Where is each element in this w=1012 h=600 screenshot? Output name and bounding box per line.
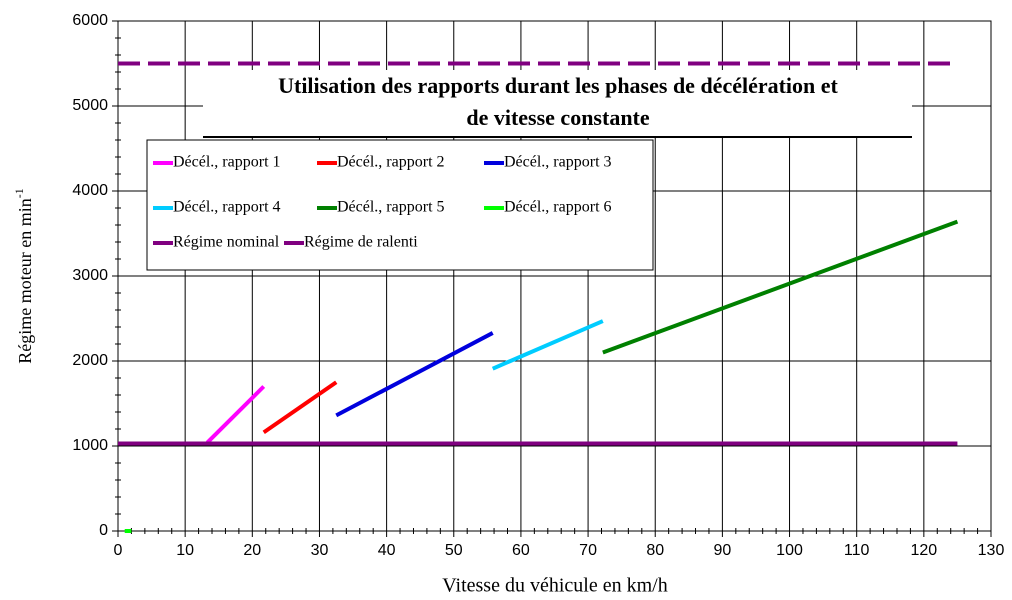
series-line: [602, 219, 959, 355]
chart-title: Utilisation des rapports durant les phas…: [278, 73, 838, 98]
x-tick-label: 80: [646, 542, 664, 559]
x-tick-label: 50: [445, 542, 463, 559]
x-tick-label: 0: [114, 542, 123, 559]
y-axis-label-main: Régime moteur en min: [15, 198, 35, 363]
y-axis-label-sup: -1: [12, 188, 26, 198]
x-tick-label: 60: [512, 542, 530, 559]
y-axis-label: Régime moteur en min-1: [12, 188, 35, 363]
x-tick-label: 30: [311, 542, 329, 559]
x-tick-label: 90: [713, 542, 731, 559]
legend-box: [146, 139, 654, 271]
y-tick-label: 0: [99, 522, 108, 539]
x-tick-label: 10: [176, 542, 194, 559]
x-tick-label: 20: [243, 542, 261, 559]
legend-label: Décél., rapport 5: [337, 199, 445, 216]
x-tick-label: 110: [844, 542, 870, 559]
y-tick-label: 3000: [72, 267, 108, 284]
series-line: [335, 331, 494, 418]
y-tick-label: 6000: [72, 12, 108, 29]
series-line: [262, 380, 338, 435]
y-tick-label: 1000: [72, 437, 108, 454]
x-tick-label: 120: [910, 542, 937, 559]
x-tick-label: 70: [579, 542, 597, 559]
plot-frame: [117, 20, 992, 532]
x-tick-label: 40: [378, 542, 396, 559]
legend-label: Décél., rapport 4: [173, 199, 281, 216]
legend-label: Décél., rapport 1: [173, 154, 281, 171]
x-axis-label: Vitesse du véhicule en km/h: [442, 575, 667, 597]
y-tick-label: 5000: [72, 97, 108, 114]
series-line: [205, 385, 266, 445]
legend-label: Régime nominal: [173, 234, 280, 251]
legend-label: Décél., rapport 6: [504, 199, 612, 216]
x-tick-label: 100: [776, 542, 803, 559]
chart-title: de vitesse constante: [466, 105, 650, 130]
legend-label: Décél., rapport 3: [504, 154, 612, 171]
legend-label: Décél., rapport 2: [337, 154, 445, 171]
y-tick-label: 4000: [72, 182, 108, 199]
series-line: [491, 319, 604, 371]
y-tick-label: 2000: [72, 352, 108, 369]
title-box: [203, 70, 912, 136]
x-tick-label: 130: [978, 542, 1005, 559]
legend-label: Régime de ralenti: [304, 234, 418, 251]
